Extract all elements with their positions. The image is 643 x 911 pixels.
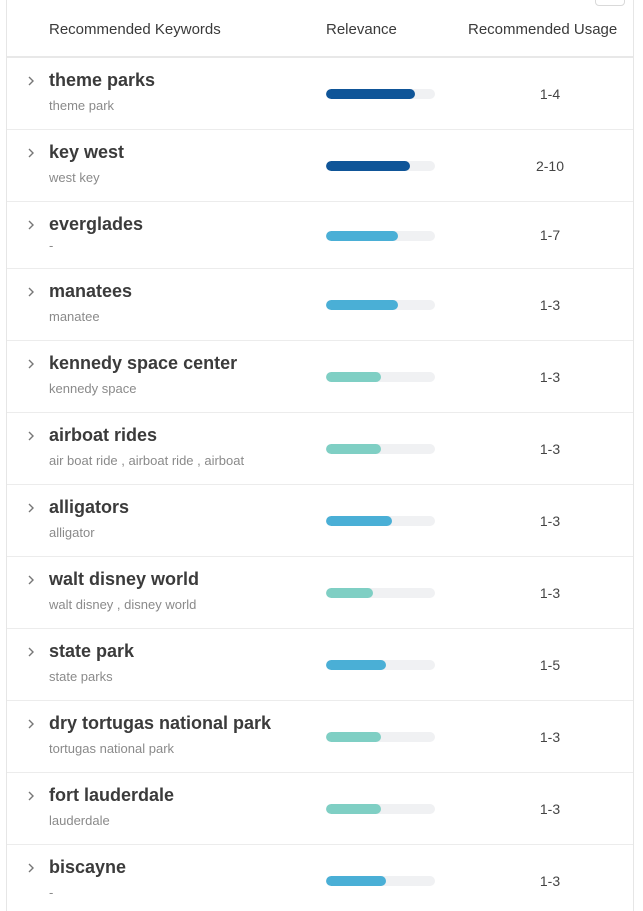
keyword-row[interactable]: state park state parks 1-5 — [7, 629, 633, 701]
relevance-bar — [326, 89, 435, 99]
keyword-row[interactable]: key west west key 2-10 — [7, 130, 633, 202]
keyword-variants: - — [49, 238, 54, 253]
keyword-row[interactable]: fort lauderdale lauderdale 1-3 — [7, 773, 633, 845]
usage-value: 1-7 — [539, 227, 561, 243]
relevance-bar — [326, 300, 435, 310]
keyword-row[interactable]: theme parks theme park 1-4 — [7, 58, 633, 130]
keyword-label: kennedy space center — [49, 353, 238, 373]
usage-value: 1-3 — [539, 369, 561, 385]
usage-value: 1-3 — [539, 873, 561, 889]
column-header-keywords[interactable]: Recommended Keywords — [49, 21, 221, 38]
chevron-right-icon[interactable] — [26, 359, 36, 369]
relevance-bar-fill — [326, 804, 381, 814]
keyword-row[interactable]: biscayne - 1-3 — [7, 845, 633, 911]
keyword-list: theme parks theme park 1-4 key west west… — [7, 58, 633, 911]
keyword-row[interactable]: dry tortugas national park tortugas nati… — [7, 701, 633, 773]
keyword-variants: manatee — [49, 309, 100, 324]
relevance-bar-fill — [326, 89, 416, 99]
relevance-bar-fill — [326, 516, 393, 526]
keyword-label: airboat rides — [49, 425, 158, 445]
usage-value: 2-10 — [535, 158, 565, 174]
keyword-row[interactable]: kennedy space center kennedy space 1-3 — [7, 341, 633, 413]
chevron-right-icon[interactable] — [26, 220, 36, 230]
keyword-variants: walt disney , disney world — [49, 597, 197, 612]
relevance-bar — [326, 876, 435, 886]
keyword-label: fort lauderdale — [49, 785, 175, 805]
panel-corner-tab[interactable] — [595, 0, 625, 6]
usage-value: 1-3 — [539, 801, 561, 817]
chevron-right-icon[interactable] — [26, 647, 36, 657]
usage-value: 1-3 — [539, 585, 561, 601]
relevance-bar-fill — [326, 444, 381, 454]
usage-value: 1-3 — [539, 513, 561, 529]
chevron-right-icon[interactable] — [26, 287, 36, 297]
keyword-label: key west — [49, 142, 125, 162]
keyword-row[interactable]: manatees manatee 1-3 — [7, 269, 633, 341]
keyword-variants: tortugas national park — [49, 741, 175, 756]
keyword-label: manatees — [49, 281, 133, 301]
chevron-right-icon[interactable] — [26, 575, 36, 585]
keyword-label: walt disney world — [49, 569, 200, 589]
column-header-usage[interactable]: Recommended Usage — [468, 21, 618, 38]
relevance-bar-fill — [326, 732, 381, 742]
keyword-variants: theme park — [49, 98, 115, 113]
keyword-label: biscayne — [49, 857, 127, 877]
relevance-bar — [326, 444, 435, 454]
relevance-bar-fill — [326, 372, 381, 382]
chevron-right-icon[interactable] — [26, 431, 36, 441]
chevron-right-icon[interactable] — [26, 148, 36, 158]
relevance-bar-fill — [326, 660, 386, 670]
keywords-panel: Recommended Keywords Relevance Recommend… — [6, 0, 634, 911]
chevron-right-icon[interactable] — [26, 719, 36, 729]
keyword-label: alligators — [49, 497, 130, 517]
chevron-right-icon[interactable] — [26, 863, 36, 873]
keyword-label: state park — [49, 641, 135, 661]
relevance-bar — [326, 588, 435, 598]
relevance-bar — [326, 161, 435, 171]
keyword-variants: lauderdale — [49, 813, 110, 828]
keyword-variants: alligator — [49, 525, 95, 540]
keyword-label: dry tortugas national park — [49, 713, 272, 733]
keyword-variants: - — [49, 885, 54, 900]
table-header: Recommended Keywords Relevance Recommend… — [7, 0, 633, 58]
relevance-bar — [326, 231, 435, 241]
usage-value: 1-5 — [539, 657, 561, 673]
relevance-bar-fill — [326, 161, 410, 171]
keyword-row[interactable]: airboat rides air boat ride , airboat ri… — [7, 413, 633, 485]
usage-value: 1-3 — [539, 729, 561, 745]
relevance-bar — [326, 660, 435, 670]
relevance-bar — [326, 516, 435, 526]
relevance-bar-fill — [326, 300, 398, 310]
chevron-right-icon[interactable] — [26, 791, 36, 801]
keyword-row[interactable]: alligators alligator 1-3 — [7, 485, 633, 557]
keyword-variants: air boat ride , airboat ride , airboat — [49, 453, 245, 468]
usage-value: 1-3 — [539, 297, 561, 313]
chevron-right-icon[interactable] — [26, 503, 36, 513]
keyword-label: everglades — [49, 214, 144, 234]
relevance-bar-fill — [326, 231, 398, 241]
usage-value: 1-3 — [539, 441, 561, 457]
relevance-bar — [326, 732, 435, 742]
relevance-bar-fill — [326, 588, 373, 598]
chevron-right-icon[interactable] — [26, 76, 36, 86]
keyword-variants: kennedy space — [49, 381, 137, 396]
keyword-variants: west key — [49, 170, 100, 185]
keyword-row[interactable]: everglades - 1-7 — [7, 202, 633, 269]
relevance-bar-fill — [326, 876, 386, 886]
usage-value: 1-4 — [539, 86, 561, 102]
relevance-bar — [326, 804, 435, 814]
keyword-variants: state parks — [49, 669, 113, 684]
keyword-row[interactable]: walt disney world walt disney , disney w… — [7, 557, 633, 629]
relevance-bar — [326, 372, 435, 382]
column-header-relevance[interactable]: Relevance — [326, 21, 397, 38]
keyword-label: theme parks — [49, 70, 156, 90]
